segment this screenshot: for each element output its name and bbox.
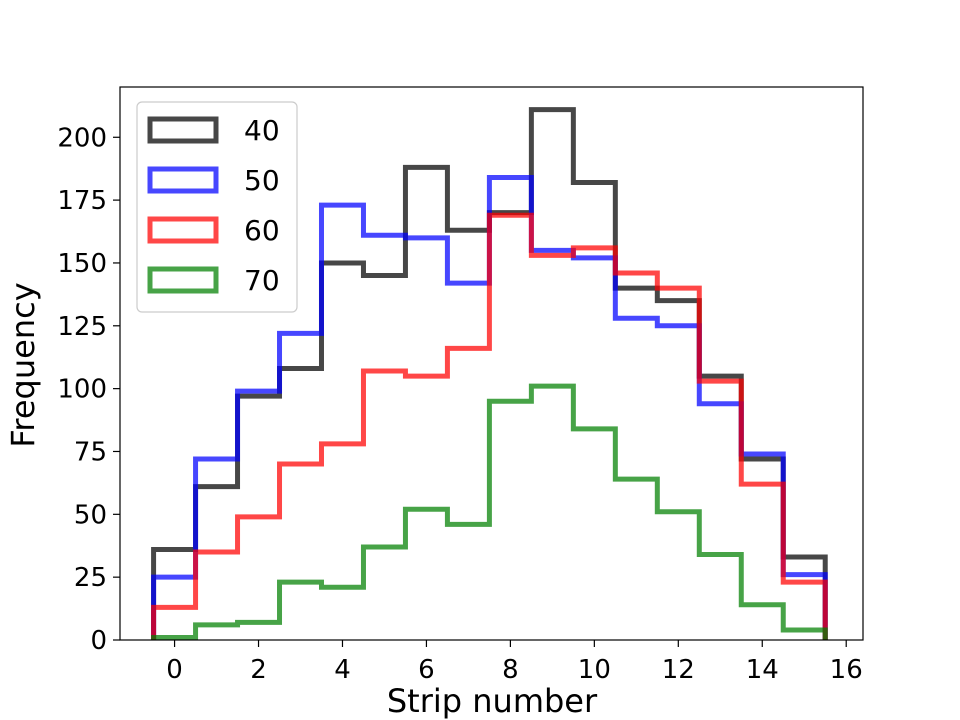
x-tick-label: 12 xyxy=(662,655,695,685)
series-60-outline xyxy=(151,212,828,640)
x-axis: 0 2 4 6 8 10 12 14 16 xyxy=(166,640,863,685)
y-tick-label: 150 xyxy=(57,249,107,279)
y-tick-label: 175 xyxy=(57,186,107,216)
y-tick-label: 125 xyxy=(57,312,107,342)
x-tick-label: 10 xyxy=(578,655,611,685)
legend-label-70: 70 xyxy=(244,264,280,297)
legend: 40 50 60 70 xyxy=(136,101,298,313)
legend-label-60: 60 xyxy=(244,214,280,247)
x-axis-label: Strip number xyxy=(387,682,598,720)
y-tick-label: 100 xyxy=(57,375,107,405)
legend-label-50: 50 xyxy=(244,164,280,197)
legend-swatch-50 xyxy=(147,166,219,194)
legend-frame xyxy=(136,101,298,313)
y-axis: 0 25 50 75 100 125 150 175 200 xyxy=(57,123,120,656)
y-tick-label: 75 xyxy=(74,437,107,467)
x-tick-label: 8 xyxy=(502,655,519,685)
legend-swatch-40 xyxy=(147,116,219,144)
legend-label-40: 40 xyxy=(244,114,280,147)
y-tick-label: 50 xyxy=(74,500,107,530)
y-tick-label: 25 xyxy=(74,563,107,593)
x-tick-label: 4 xyxy=(334,655,351,685)
legend-swatch-60 xyxy=(147,216,219,244)
y-tick-label: 200 xyxy=(57,123,107,153)
x-tick-label: 2 xyxy=(250,655,267,685)
y-tick-label: 0 xyxy=(90,626,107,656)
x-tick-label: 14 xyxy=(746,655,779,685)
x-tick-label: 0 xyxy=(166,655,183,685)
y-axis-label: Frequency xyxy=(4,282,42,447)
x-tick-label: 6 xyxy=(418,655,435,685)
plot-frame xyxy=(119,86,864,641)
legend-swatch-70 xyxy=(147,266,219,294)
series-layer xyxy=(151,107,828,640)
series-70-outline xyxy=(151,383,828,640)
x-tick-label: 16 xyxy=(830,655,863,685)
